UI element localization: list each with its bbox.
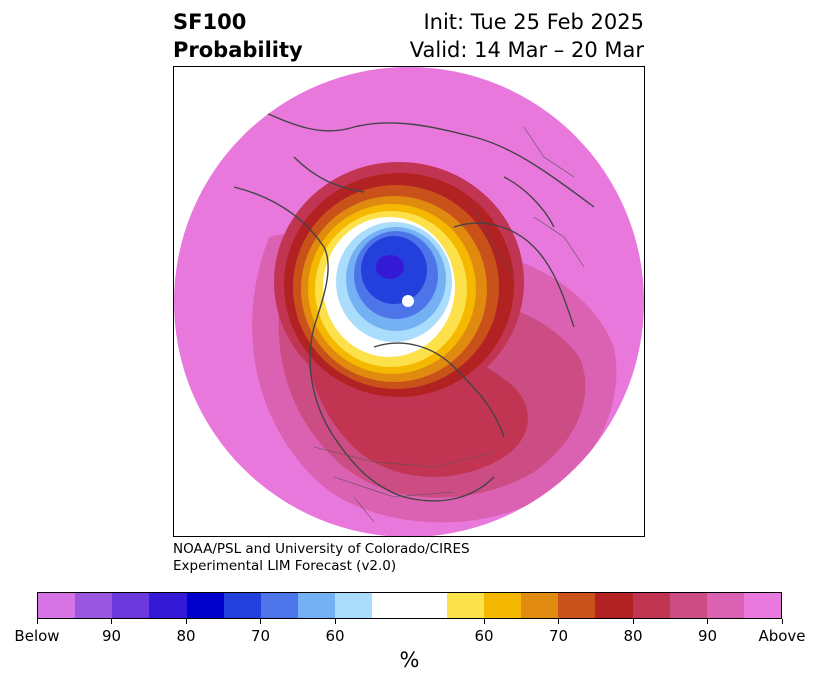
colorbar-segment xyxy=(632,593,670,618)
colorbar-tick xyxy=(36,619,38,624)
colorbar-segment xyxy=(186,593,224,618)
colorbar-segment xyxy=(521,593,559,618)
forecast-dates: Init: Tue 25 Feb 2025 Valid: 14 Mar – 20… xyxy=(410,8,644,64)
colorbar-segment xyxy=(483,593,522,618)
colorbar-segment xyxy=(75,593,113,618)
colorbar-segment xyxy=(335,593,373,618)
credits-line-2: Experimental LIM Forecast (v2.0) xyxy=(173,558,397,574)
colorbar-segment xyxy=(149,593,187,618)
probability-map xyxy=(174,67,644,536)
credits-line-1: NOAA/PSL and University of Colorado/CIRE… xyxy=(173,541,470,557)
colorbar-segment xyxy=(706,593,744,618)
colorbar-segment xyxy=(743,593,782,618)
colorbar-tick xyxy=(260,619,261,624)
colorbar xyxy=(37,592,782,619)
colorbar-segment xyxy=(446,593,484,618)
colorbar-tick-label: Below xyxy=(14,627,60,645)
below-core xyxy=(376,255,404,279)
map-title: SF100 Probability xyxy=(173,8,303,64)
colorbar-segment xyxy=(409,593,447,618)
colorbar-segment xyxy=(112,593,150,618)
colorbar-tick xyxy=(111,619,112,624)
variable-label: SF100 xyxy=(173,10,247,34)
colorbar-tick xyxy=(334,619,336,624)
map-panel xyxy=(173,66,645,537)
colorbar-segment xyxy=(260,593,299,618)
colorbar-segment xyxy=(669,593,707,618)
colorbar-ticks xyxy=(36,619,783,627)
colorbar-tick xyxy=(632,619,634,624)
credits: NOAA/PSL and University of Colorado/CIRE… xyxy=(173,541,470,575)
colorbar-segment xyxy=(372,593,410,618)
colorbar-tick-label: 80 xyxy=(623,627,643,645)
colorbar-segment xyxy=(223,593,261,618)
colorbar-segment xyxy=(298,593,336,618)
colorbar-tick-label: 90 xyxy=(101,627,122,645)
colorbar-tick-label: 70 xyxy=(250,627,271,645)
colorbar-tick xyxy=(707,619,708,624)
colorbar-tick xyxy=(185,619,187,624)
colorbar-tick xyxy=(558,619,559,624)
colorbar-tick xyxy=(781,619,783,624)
colorbar-tick-label: 60 xyxy=(325,627,345,645)
colorbar-tick-label: 60 xyxy=(474,627,494,645)
colorbar-segment xyxy=(595,593,633,618)
colorbar-segment xyxy=(558,593,596,618)
init-date: Init: Tue 25 Feb 2025 xyxy=(423,10,644,34)
pole-marker xyxy=(402,295,414,307)
product-label: Probability xyxy=(173,38,303,62)
colorbar-tick xyxy=(483,619,485,624)
valid-range: Valid: 14 Mar – 20 Mar xyxy=(409,38,644,62)
colorbar-segment xyxy=(38,593,76,618)
colorbar-tick-label: 70 xyxy=(548,627,569,645)
colorbar-tick-label: 80 xyxy=(176,627,196,645)
coastlines xyxy=(233,106,595,502)
colorbar-units: % xyxy=(399,648,420,672)
political-borders xyxy=(313,126,585,523)
colorbar-tick-label: Above xyxy=(758,627,806,645)
colorbar-tick-label: 90 xyxy=(697,627,718,645)
